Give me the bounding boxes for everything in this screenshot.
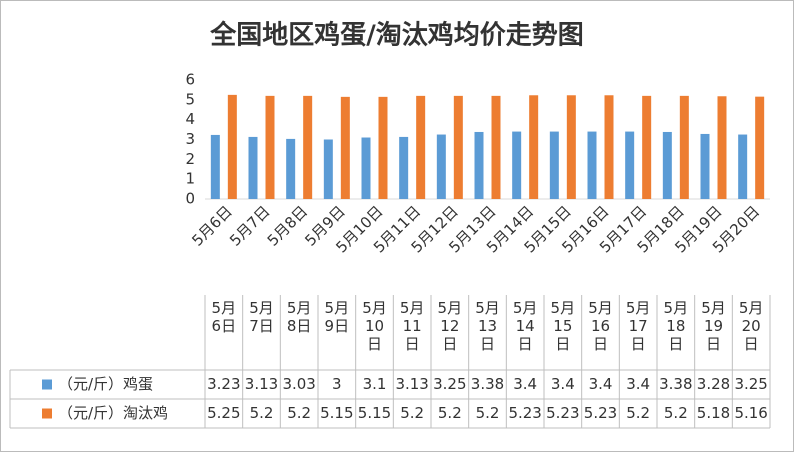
table-cell: 5.23 bbox=[546, 404, 579, 422]
bar bbox=[436, 134, 446, 199]
table-cell: 5.15 bbox=[320, 404, 353, 422]
bar bbox=[755, 96, 765, 199]
y-tick-label: 3 bbox=[185, 130, 195, 148]
bar bbox=[738, 134, 748, 199]
table-cell: 5.25 bbox=[207, 404, 240, 422]
table-cell: 5.23 bbox=[508, 404, 541, 422]
bar bbox=[340, 96, 350, 199]
table-header: 5月13日 bbox=[475, 299, 500, 353]
table-cell: 3.23 bbox=[207, 375, 240, 393]
table-header: 5月16日 bbox=[588, 299, 613, 353]
x-tick-label: 5月6日 bbox=[188, 202, 235, 249]
table-cell: 5.23 bbox=[584, 404, 617, 422]
table-cell: 3.03 bbox=[282, 375, 315, 393]
bar bbox=[566, 95, 576, 199]
table-header: 5月20日 bbox=[738, 299, 764, 353]
y-tick-label: 1 bbox=[185, 170, 195, 188]
bar bbox=[248, 136, 258, 199]
table-header: 5月9日 bbox=[324, 299, 350, 335]
y-tick-label: 5 bbox=[185, 90, 195, 108]
table-header: 5月12日 bbox=[437, 299, 463, 353]
table-header: 5月17日 bbox=[625, 299, 651, 353]
table-cell: 5.16 bbox=[734, 404, 767, 422]
table-cell: 5.2 bbox=[287, 404, 311, 422]
x-tick-label: 5月7日 bbox=[226, 202, 273, 249]
bar bbox=[662, 131, 672, 199]
bar bbox=[323, 139, 333, 199]
table-header: 5月19日 bbox=[701, 299, 726, 353]
legend-swatch bbox=[42, 379, 52, 390]
bar bbox=[399, 136, 409, 199]
bar bbox=[679, 95, 689, 199]
table-header: 5月6日 bbox=[211, 299, 237, 335]
bar bbox=[453, 95, 463, 199]
table-cell: 3.28 bbox=[697, 375, 730, 393]
table-cell: 5.18 bbox=[697, 404, 730, 422]
legend-label: （元/斤）淘汰鸡 bbox=[58, 404, 168, 422]
bar bbox=[361, 137, 371, 199]
table-cell: 5.2 bbox=[626, 404, 650, 422]
x-tick-label: 5月8日 bbox=[264, 202, 311, 249]
table-cell: 3.13 bbox=[395, 375, 428, 393]
table-cell: 3.4 bbox=[589, 375, 613, 393]
table-cell: 5.2 bbox=[476, 404, 500, 422]
bar bbox=[491, 95, 501, 199]
table-cell: 3.4 bbox=[626, 375, 650, 393]
table-cell: 3.4 bbox=[513, 375, 537, 393]
table-header: 5月15日 bbox=[550, 299, 576, 353]
bar bbox=[549, 131, 559, 199]
legend-label: （元/斤）鸡蛋 bbox=[58, 375, 153, 393]
bar bbox=[717, 96, 727, 199]
table-cell: 3 bbox=[332, 375, 342, 393]
bar bbox=[529, 95, 539, 199]
table-cell: 5.2 bbox=[664, 404, 688, 422]
table-cell: 3.25 bbox=[433, 375, 466, 393]
table-cell: 5.2 bbox=[250, 404, 274, 422]
table-header: 5月14日 bbox=[512, 299, 538, 353]
bar bbox=[303, 95, 313, 199]
table-cell: 3.13 bbox=[245, 375, 278, 393]
table-cell: 3.25 bbox=[734, 375, 767, 393]
y-tick-label: 0 bbox=[185, 190, 195, 208]
bar bbox=[604, 95, 614, 199]
table-header: 5月7日 bbox=[249, 299, 274, 335]
bar bbox=[512, 131, 522, 199]
table-cell: 5.2 bbox=[438, 404, 462, 422]
table-cell: 3.38 bbox=[659, 375, 692, 393]
table-cell: 5.2 bbox=[400, 404, 424, 422]
bar bbox=[700, 133, 710, 199]
bar bbox=[642, 95, 652, 199]
bar bbox=[227, 94, 237, 199]
table-header: 5月11日 bbox=[399, 299, 425, 353]
y-tick-label: 4 bbox=[185, 110, 195, 128]
legend-swatch bbox=[42, 408, 52, 419]
chart-title: 全国地区鸡蛋/淘汰鸡均价走势图 bbox=[209, 20, 584, 51]
bar bbox=[265, 95, 275, 199]
table-header: 5月18日 bbox=[663, 299, 689, 353]
bar bbox=[286, 138, 296, 199]
bar bbox=[587, 131, 597, 199]
y-tick-label: 6 bbox=[185, 71, 195, 89]
bar bbox=[625, 131, 635, 199]
table-cell: 5.15 bbox=[358, 404, 391, 422]
table-cell: 3.38 bbox=[471, 375, 504, 393]
table-cell: 3.1 bbox=[363, 375, 387, 393]
table-cell: 3.4 bbox=[551, 375, 575, 393]
bar bbox=[416, 95, 426, 199]
bar bbox=[474, 131, 484, 199]
y-tick-label: 2 bbox=[185, 150, 195, 168]
bar bbox=[378, 96, 388, 199]
table-header: 5月10日 bbox=[362, 299, 387, 353]
bar bbox=[210, 134, 220, 199]
table-header: 5月8日 bbox=[286, 299, 312, 335]
